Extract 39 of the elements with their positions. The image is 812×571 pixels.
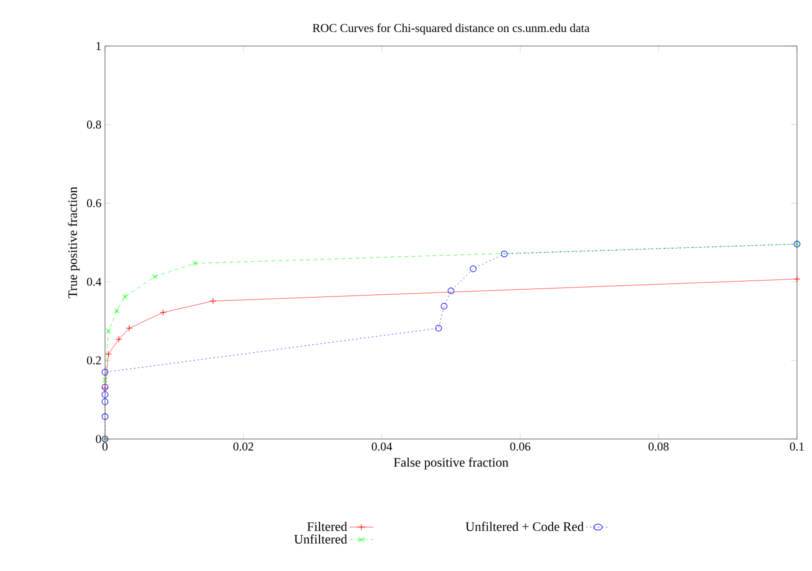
point	[102, 378, 108, 382]
x-tick-label: 0.06	[510, 442, 530, 451]
x-tick-label: 0.1	[790, 442, 804, 451]
y-tick-label: 0.8	[86, 120, 102, 129]
point	[192, 260, 198, 266]
point	[106, 328, 111, 334]
point	[102, 413, 108, 420]
x-tick-label: 0.08	[648, 442, 669, 451]
point	[105, 350, 112, 358]
x-tick-label: 0	[102, 442, 108, 451]
point	[210, 298, 216, 304]
point	[794, 276, 800, 282]
y-tick-label: 0.4	[86, 278, 102, 286]
x-tick-label: 0.02	[233, 442, 254, 451]
y-tick-label: 0.2	[86, 356, 101, 364]
point	[116, 336, 122, 342]
point	[102, 398, 108, 405]
y-tick-label: 0	[96, 434, 102, 444]
point	[160, 309, 166, 316]
point	[102, 368, 108, 376]
chart-title: ROC Curves for Chi-squared distance on cs.unm.edu data	[312, 24, 590, 34]
legend-label: Unfiltered	[294, 534, 348, 544]
point	[122, 294, 128, 300]
point	[500, 250, 508, 258]
x-axis-title: False positive fraction	[394, 457, 508, 470]
point	[114, 308, 120, 314]
y-tick-label: 1	[96, 42, 101, 50]
point	[126, 324, 133, 332]
point	[448, 288, 454, 294]
point	[152, 274, 158, 280]
point	[435, 324, 442, 332]
point	[470, 266, 476, 272]
y-tick-label: 0.6	[86, 199, 102, 208]
legend-label: Filtered	[307, 522, 348, 531]
x-tick-label: 0.04	[372, 442, 392, 451]
y-axis-title: True positive fraction	[68, 186, 80, 298]
point	[102, 391, 108, 398]
legend-label: Unfiltered + Code Red	[466, 522, 584, 532]
point	[440, 302, 448, 310]
